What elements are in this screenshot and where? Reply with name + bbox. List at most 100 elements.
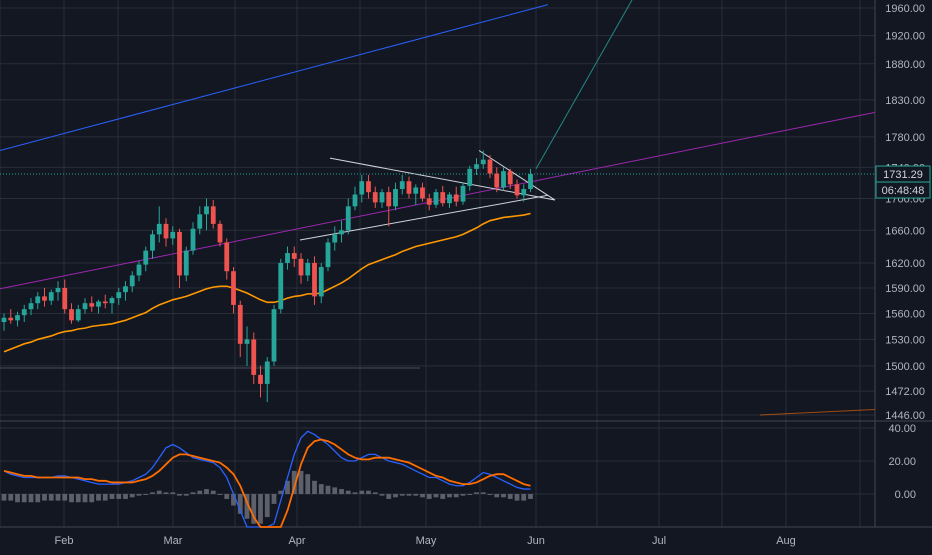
candle-body[interactable] bbox=[413, 187, 419, 194]
candle-body[interactable] bbox=[258, 374, 263, 384]
candle-body[interactable] bbox=[399, 181, 405, 190]
macd-hist-bar bbox=[89, 494, 95, 503]
price-tick-label: 1780.00 bbox=[885, 132, 925, 144]
candle-body[interactable] bbox=[48, 292, 54, 301]
candle-body[interactable] bbox=[8, 317, 14, 321]
candle-body[interactable] bbox=[251, 339, 257, 375]
candle-body[interactable] bbox=[393, 189, 398, 207]
candle-body[interactable] bbox=[359, 181, 365, 195]
candle-body[interactable] bbox=[420, 187, 425, 199]
candle-body[interactable] bbox=[183, 250, 189, 276]
candle-body[interactable] bbox=[1, 317, 7, 323]
candle-body[interactable] bbox=[69, 309, 74, 321]
candle-body[interactable] bbox=[42, 296, 47, 301]
candle-body[interactable] bbox=[82, 303, 88, 310]
macd-hist-bar bbox=[285, 480, 290, 494]
candle-body[interactable] bbox=[150, 234, 155, 251]
candle-body[interactable] bbox=[224, 242, 230, 272]
candle-body[interactable] bbox=[494, 173, 500, 188]
candle-body[interactable] bbox=[123, 286, 128, 293]
candle-body[interactable] bbox=[231, 271, 236, 305]
candle-body[interactable] bbox=[339, 230, 344, 235]
candle-body[interactable] bbox=[170, 231, 176, 239]
candle-body[interactable] bbox=[210, 206, 216, 224]
candle-body[interactable] bbox=[143, 250, 149, 265]
candle-body[interactable] bbox=[278, 262, 284, 310]
candle-body[interactable] bbox=[440, 192, 446, 204]
candle-body[interactable] bbox=[501, 171, 506, 188]
triangle-right-line[interactable] bbox=[478, 150, 556, 201]
candle-body[interactable] bbox=[116, 292, 122, 299]
macd-hist-bar bbox=[96, 494, 101, 501]
candle-body[interactable] bbox=[312, 262, 317, 297]
candle-body[interactable] bbox=[28, 303, 34, 310]
candle-body[interactable] bbox=[75, 309, 81, 321]
candle-body[interactable] bbox=[264, 361, 270, 384]
candle-body[interactable] bbox=[35, 296, 41, 304]
candle-body[interactable] bbox=[480, 159, 486, 165]
candle-body[interactable] bbox=[521, 189, 527, 196]
candle-body[interactable] bbox=[507, 171, 513, 185]
candle-body[interactable] bbox=[467, 168, 473, 186]
trendline-blue[interactable] bbox=[0, 4, 549, 151]
macd-hist-bar bbox=[204, 489, 209, 494]
price-tick-label: 1446.00 bbox=[885, 410, 925, 422]
candle-body[interactable] bbox=[433, 192, 439, 205]
candle-body[interactable] bbox=[352, 194, 358, 207]
candle-body[interactable] bbox=[285, 253, 290, 263]
candle-body[interactable] bbox=[102, 301, 108, 304]
candle-body[interactable] bbox=[163, 223, 169, 239]
macd-hist-bar bbox=[332, 487, 338, 494]
candle-body[interactable] bbox=[177, 231, 182, 276]
candle-body[interactable] bbox=[426, 198, 432, 205]
candle-body[interactable] bbox=[366, 181, 371, 193]
projection-line[interactable] bbox=[535, 0, 633, 170]
candle-body[interactable] bbox=[204, 206, 209, 215]
candle-body[interactable] bbox=[318, 267, 324, 297]
candle-body[interactable] bbox=[372, 192, 378, 203]
candle-body[interactable] bbox=[487, 159, 493, 174]
candle-body[interactable] bbox=[129, 275, 135, 287]
candle-body[interactable] bbox=[89, 303, 95, 307]
candle-body[interactable] bbox=[379, 192, 385, 203]
macd-hist-bar bbox=[82, 494, 88, 503]
candle-body[interactable] bbox=[62, 287, 68, 310]
candle-body[interactable] bbox=[291, 253, 297, 259]
candle-body[interactable] bbox=[332, 234, 338, 243]
candle-body[interactable] bbox=[447, 194, 452, 204]
candle-body[interactable] bbox=[96, 301, 101, 307]
candle-body[interactable] bbox=[217, 223, 223, 243]
candle-body[interactable] bbox=[305, 262, 311, 276]
macd-hist-bar bbox=[352, 492, 358, 494]
candle-body[interactable] bbox=[453, 194, 459, 202]
macd-hist-bar bbox=[69, 494, 74, 503]
trendline-orange[interactable] bbox=[759, 408, 876, 416]
candle-body[interactable] bbox=[136, 264, 142, 276]
candle-body[interactable] bbox=[156, 223, 162, 235]
candle-body[interactable] bbox=[298, 258, 304, 276]
candle-body[interactable] bbox=[55, 287, 61, 293]
candle-body[interactable] bbox=[15, 315, 20, 321]
candle-body[interactable] bbox=[460, 185, 466, 202]
macd-hist-bar bbox=[183, 494, 189, 496]
candle-body[interactable] bbox=[197, 214, 203, 229]
candle-body[interactable] bbox=[528, 174, 533, 190]
candle-body[interactable] bbox=[514, 184, 520, 196]
time-tick-label: Jun bbox=[527, 535, 545, 547]
candle-body[interactable] bbox=[21, 309, 27, 316]
macd-hist-bar bbox=[325, 485, 331, 494]
candle-body[interactable] bbox=[406, 181, 412, 194]
candle-body[interactable] bbox=[474, 164, 479, 169]
macd-hist-bar bbox=[8, 494, 14, 501]
candle-body[interactable] bbox=[190, 228, 196, 251]
candle-body[interactable] bbox=[325, 242, 331, 268]
macd-tick-label: 0.00 bbox=[895, 489, 916, 501]
candle-body[interactable] bbox=[345, 206, 351, 231]
candle-body[interactable] bbox=[271, 309, 277, 362]
candle-body[interactable] bbox=[386, 192, 392, 207]
candle-body[interactable] bbox=[109, 298, 115, 304]
candle-body[interactable] bbox=[244, 339, 250, 344]
candle-body[interactable] bbox=[237, 304, 243, 344]
